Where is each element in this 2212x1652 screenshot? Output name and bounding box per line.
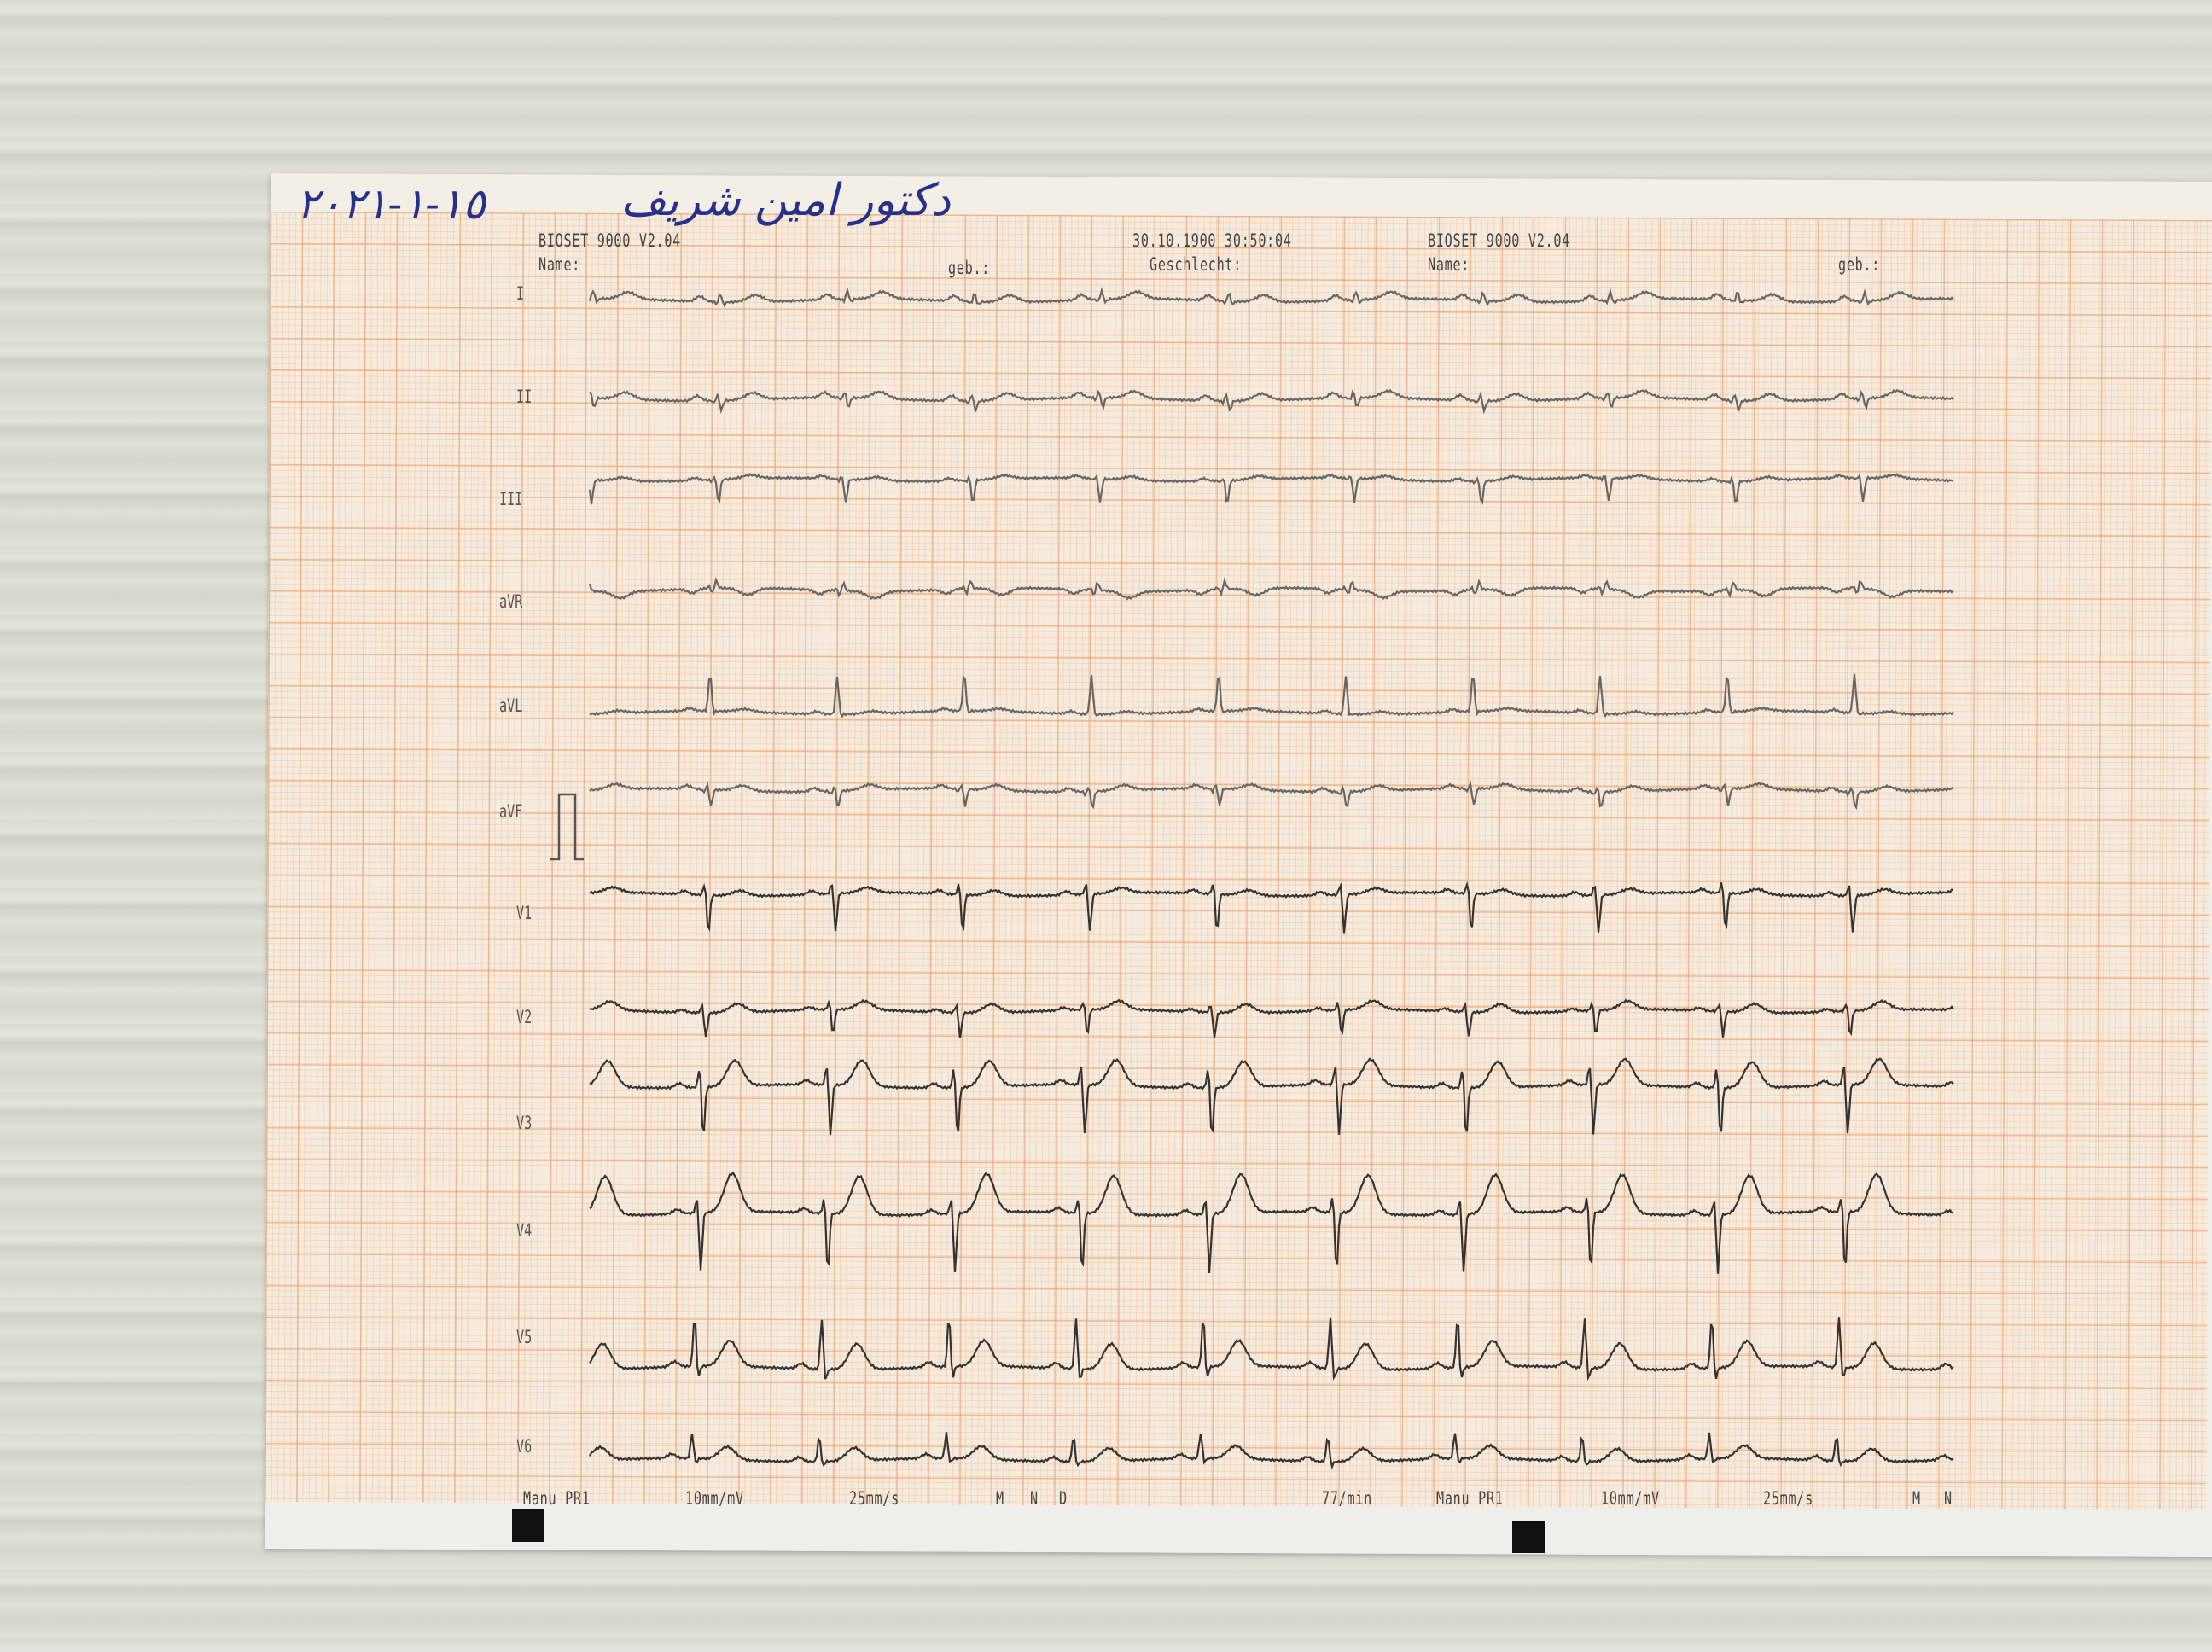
datetime-label: 30.10.1900 30:50:04 xyxy=(1132,230,1292,251)
footer-heart-rate: 77/min xyxy=(1322,1488,1372,1509)
ecg-trace-avl xyxy=(589,673,1954,718)
footer-mode-right: Manu PR1 xyxy=(1436,1488,1504,1509)
ecg-trace-v6 xyxy=(589,1432,1954,1470)
lead-label-avf: aVF xyxy=(499,801,523,822)
name-label-left: Name: xyxy=(538,254,581,275)
birth-label-left: geb.: xyxy=(948,258,991,278)
handwritten-date: ١٥-١-٢٠٢١ xyxy=(296,179,486,229)
footer-speed-left: 25mm/s xyxy=(849,1488,899,1509)
ecg-trace-v3 xyxy=(589,1057,1954,1136)
ecg-trace-i xyxy=(588,287,1954,308)
lead-label-v6: V6 xyxy=(516,1436,533,1457)
footer-d-left: D xyxy=(1059,1488,1068,1509)
timing-mark xyxy=(1512,1521,1545,1553)
ecg-trace-v5 xyxy=(589,1317,1954,1382)
ecg-trace-v4 xyxy=(589,1171,1954,1274)
footer-m-right: M xyxy=(1912,1488,1921,1509)
timing-mark xyxy=(512,1509,544,1542)
lead-label-v1: V1 xyxy=(516,903,533,923)
ecg-trace-iii xyxy=(588,473,1954,505)
device-label-left: BIOSET 9000 V2.04 xyxy=(538,230,681,251)
lead-label-i: I xyxy=(516,283,525,304)
lead-label-ii: II xyxy=(516,387,533,407)
calibration-pulse xyxy=(550,793,584,861)
lead-label-v3: V3 xyxy=(516,1113,533,1133)
lead-label-avr: aVR xyxy=(499,591,523,612)
sex-label: Geschlecht: xyxy=(1150,254,1243,275)
footer-gain-left: 10mm/mV xyxy=(685,1488,744,1509)
ecg-trace-avr xyxy=(588,576,1954,601)
ecg-trace-v1 xyxy=(589,881,1954,934)
footer-n-left: N xyxy=(1030,1488,1039,1509)
footer-mode-left: Manu PR1 xyxy=(523,1488,591,1509)
ecg-trace-ii xyxy=(589,388,1954,415)
lead-label-avl: aVL xyxy=(499,695,523,716)
ecg-trace-avf xyxy=(589,780,1954,811)
footer-gain-right: 10mm/mV xyxy=(1601,1488,1660,1509)
birth-label-right: geb.: xyxy=(1838,254,1881,275)
lead-label-v4: V4 xyxy=(516,1220,533,1241)
lead-label-iii: III xyxy=(499,489,523,509)
footer-n-right: N xyxy=(1944,1488,1953,1509)
handwritten-name: دكتور امين شريف xyxy=(620,175,951,226)
footer-speed-right: 25mm/s xyxy=(1763,1488,1813,1509)
ecg-trace-v2 xyxy=(589,998,1954,1039)
device-label-right: BIOSET 9000 V2.04 xyxy=(1428,230,1570,251)
lead-label-v5: V5 xyxy=(516,1327,533,1347)
footer-m-left: M xyxy=(996,1488,1004,1509)
name-label-right: Name: xyxy=(1428,254,1470,275)
lead-label-v2: V2 xyxy=(516,1007,533,1027)
